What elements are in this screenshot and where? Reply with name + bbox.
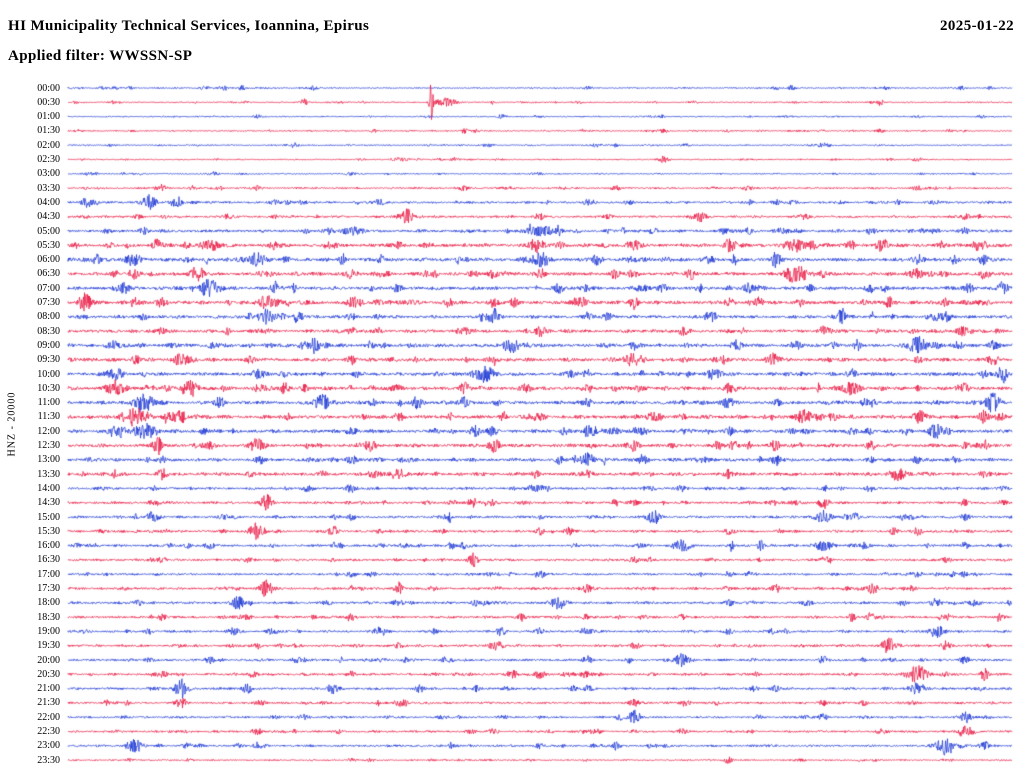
channel-scale-label: HNZ - 20000 xyxy=(6,391,18,457)
